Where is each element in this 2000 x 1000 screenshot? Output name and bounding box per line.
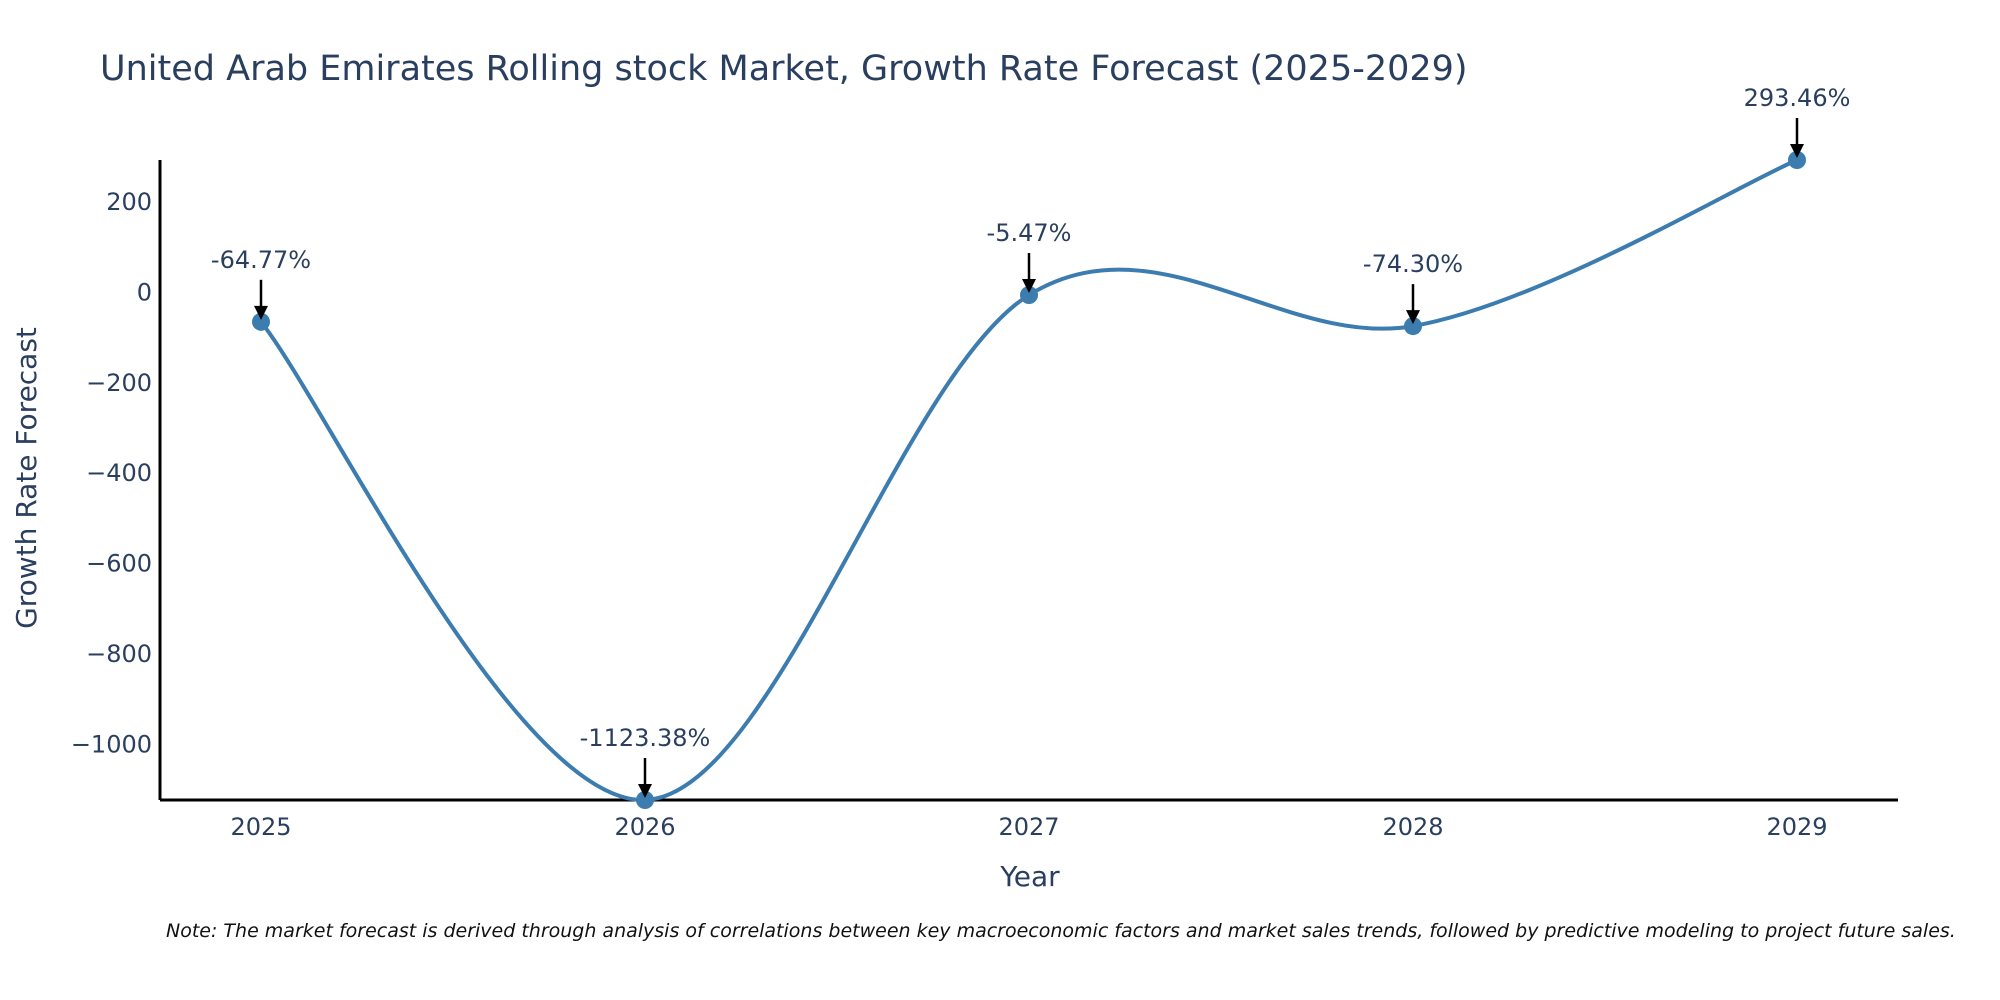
y-axis-ticks: 200 0 −200 −400 −600 −800 −1000 (71, 188, 152, 758)
y-tick-label: −800 (86, 640, 152, 668)
annotation-arrow-head (1790, 144, 1804, 158)
annotation-arrow-head (1406, 310, 1420, 325)
data-point (252, 312, 270, 331)
y-tick-label: −1000 (71, 730, 152, 758)
data-label: -74.30% (1363, 250, 1463, 278)
data-label: -1123.38% (580, 724, 711, 752)
data-point (636, 791, 654, 809)
data-label: -64.77% (211, 246, 311, 274)
y-tick-label: −600 (86, 550, 152, 578)
series-line (259, 158, 1798, 803)
x-axis-title: Year (999, 860, 1060, 893)
chart-title: United Arab Emirates Rolling stock Marke… (100, 49, 1468, 89)
y-tick-label: −400 (86, 459, 152, 487)
y-tick-label: −200 (86, 369, 152, 397)
annotation-arrow-head (254, 305, 268, 320)
y-tick-label: 0 (137, 279, 152, 307)
footnote: Note: The market forecast is derived thr… (166, 920, 1956, 942)
x-tick-label: 2029 (1766, 813, 1827, 841)
x-tick-label: 2028 (1382, 813, 1443, 841)
annotation-arrow-head (638, 784, 652, 798)
x-tick-label: 2026 (614, 813, 675, 841)
data-point (1020, 286, 1038, 305)
data-label: 293.46% (1744, 84, 1851, 112)
series-markers (252, 151, 1806, 809)
x-axis-ticks: 2025 2026 2027 2028 2029 (230, 813, 1827, 841)
data-point (1404, 317, 1422, 336)
data-label-annotations: -64.77% -1123.38% -5.47% -74.30% 293.46% (211, 84, 1850, 798)
data-label: -5.47% (987, 219, 1072, 247)
y-tick-label: 200 (106, 188, 152, 216)
y-axis-title: Growth Rate Forecast (10, 327, 43, 629)
x-tick-label: 2027 (998, 813, 1059, 841)
annotation-arrow-head (1022, 279, 1036, 294)
x-tick-label: 2025 (230, 813, 291, 841)
data-point (1788, 151, 1806, 169)
